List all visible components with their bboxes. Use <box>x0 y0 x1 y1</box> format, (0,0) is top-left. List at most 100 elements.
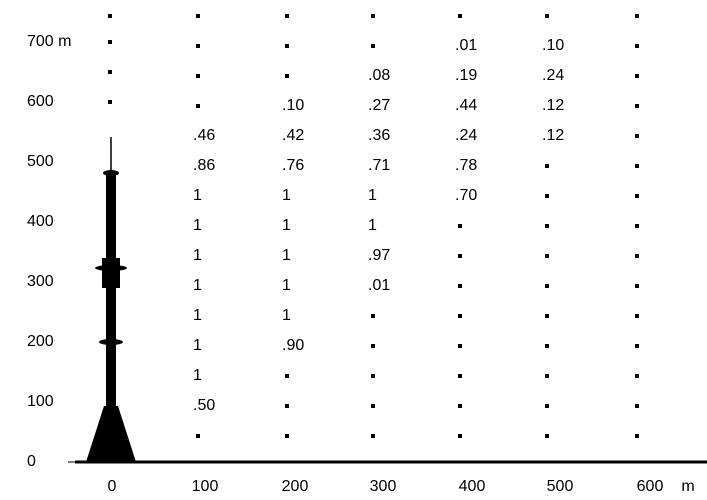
y-tick-label: 200 <box>27 333 54 350</box>
grid-dot <box>196 434 200 438</box>
cell-value: 1 <box>282 277 291 294</box>
y-tick-label: 500 <box>27 153 54 170</box>
grid-dot <box>545 254 549 258</box>
grid-dot <box>635 164 639 168</box>
grid-dot <box>285 44 289 48</box>
grid-dot <box>635 254 639 258</box>
grid-dot <box>371 314 375 318</box>
cell-value: .70 <box>455 187 477 204</box>
cell-value: 1 <box>193 247 202 264</box>
grid-dot <box>458 284 462 288</box>
cell-value: 1 <box>282 187 291 204</box>
x-tick-label: 100 <box>192 478 219 495</box>
cell-value: 1 <box>282 217 291 234</box>
y-tick-label: 300 <box>27 273 54 290</box>
grid-dot <box>545 284 549 288</box>
grid-dot <box>371 404 375 408</box>
figure: 0100200300400500600m01002003004005006007… <box>0 0 707 500</box>
cell-value: .44 <box>455 97 477 114</box>
grid-dot <box>635 404 639 408</box>
x-tick-label: 400 <box>459 478 486 495</box>
grid-dot <box>635 14 639 18</box>
cell-value: .76 <box>282 157 304 174</box>
grid-dot <box>371 434 375 438</box>
x-tick-label: 200 <box>282 478 309 495</box>
x-tick-label: 300 <box>370 478 397 495</box>
cell-value: .86 <box>193 157 215 174</box>
cell-value: .78 <box>455 157 477 174</box>
grid-dot <box>635 104 639 108</box>
cell-value: 1 <box>193 307 202 324</box>
cell-value: .27 <box>368 97 390 114</box>
cell-value: .01 <box>455 37 477 54</box>
cell-value: 1 <box>193 337 202 354</box>
grid-dot <box>371 44 375 48</box>
grid-dots <box>108 14 112 104</box>
cell-value: .90 <box>282 337 304 354</box>
grid-dot <box>458 254 462 258</box>
grid-dot <box>545 194 549 198</box>
cell-value: 1 <box>368 187 377 204</box>
cell-value: 1 <box>193 217 202 234</box>
x-tick-label: 500 <box>547 478 574 495</box>
cell-value: 1 <box>193 187 202 204</box>
tower <box>86 137 136 462</box>
cell-value: .36 <box>368 127 390 144</box>
grid-dot <box>458 224 462 228</box>
grid-dot <box>285 74 289 78</box>
cell-value: .97 <box>368 247 390 264</box>
y-tick-label: 0 <box>27 453 36 470</box>
cell-value: .19 <box>455 67 477 84</box>
cell-value: .12 <box>542 97 564 114</box>
grid-dot <box>196 44 200 48</box>
y-tick-label: 600 <box>27 93 54 110</box>
cell-value: .24 <box>455 127 477 144</box>
grid-dot <box>545 344 549 348</box>
cell-value: 1 <box>368 217 377 234</box>
cell-value: 1 <box>282 247 291 264</box>
cell-value: .71 <box>368 157 390 174</box>
grid-dot <box>285 14 289 18</box>
grid-dot <box>635 194 639 198</box>
grid-dot <box>635 314 639 318</box>
x-tick-label: 0 <box>108 478 117 495</box>
cell-value: .46 <box>193 127 215 144</box>
grid-dot <box>635 224 639 228</box>
grid-dot <box>635 374 639 378</box>
cell-value: .50 <box>193 397 215 414</box>
grid-dot <box>196 104 200 108</box>
grid-dot <box>196 14 200 18</box>
grid-dot <box>545 434 549 438</box>
grid-dot <box>545 14 549 18</box>
cell-value: .42 <box>282 127 304 144</box>
grid-dot <box>635 344 639 348</box>
grid-dot <box>635 74 639 78</box>
grid-dot <box>635 134 639 138</box>
cell-value: .12 <box>542 127 564 144</box>
x-tick-label: 600 <box>637 478 664 495</box>
y-tick-label: 700 m <box>27 33 71 50</box>
cell-value: .24 <box>542 67 564 84</box>
grid-dot <box>458 14 462 18</box>
cell-value: .10 <box>542 37 564 54</box>
grid-dot <box>545 224 549 228</box>
cell-value: .08 <box>368 67 390 84</box>
cell-value: 1 <box>193 367 202 384</box>
grid-dot <box>635 284 639 288</box>
grid-dot <box>285 374 289 378</box>
grid-dot <box>371 374 375 378</box>
cell-value: .01 <box>368 277 390 294</box>
grid-dot <box>545 404 549 408</box>
cell-value: 1 <box>193 277 202 294</box>
cell-value: .10 <box>282 97 304 114</box>
grid-dot <box>458 314 462 318</box>
grid-dot <box>371 14 375 18</box>
grid-dot <box>458 434 462 438</box>
grid-dot <box>458 374 462 378</box>
grid-dot <box>545 164 549 168</box>
grid-dot <box>545 374 549 378</box>
grid-dot <box>545 314 549 318</box>
grid-dot <box>458 344 462 348</box>
y-tick-label: 100 <box>27 393 54 410</box>
x-axis-unit: m <box>681 478 694 495</box>
